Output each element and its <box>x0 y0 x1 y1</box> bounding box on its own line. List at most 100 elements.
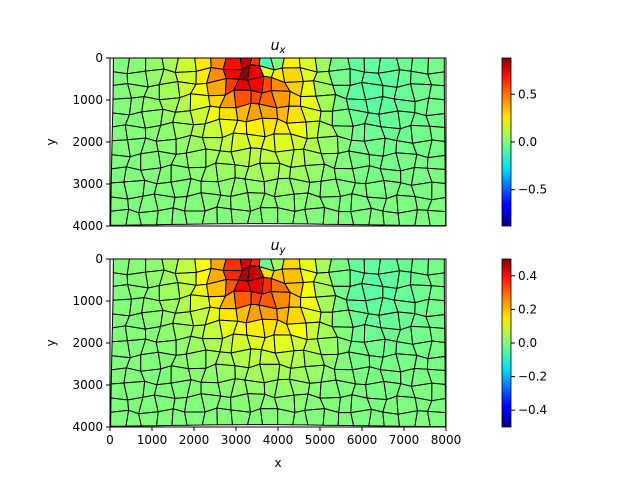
mesh-cell <box>281 58 301 69</box>
x-tick-label: 1000 <box>137 433 168 447</box>
mesh-cell <box>429 125 446 143</box>
x-tick-label: 3000 <box>221 433 252 447</box>
mesh-cell <box>244 379 266 395</box>
mesh-cell <box>363 259 382 275</box>
mesh-cell <box>428 84 445 101</box>
x-tick-label: 2000 <box>179 433 210 447</box>
colorbar-tick-label: 0.0 <box>518 135 537 149</box>
mesh-cell <box>368 408 385 427</box>
colorbar-tick-label: 0.0 <box>518 336 537 350</box>
mesh-cell <box>328 269 351 287</box>
mesh-cell <box>218 307 239 322</box>
mesh-cell <box>316 135 339 155</box>
mesh-cell <box>426 154 446 171</box>
mesh-cell <box>350 207 372 226</box>
mesh-cell <box>427 259 445 276</box>
mesh-cell <box>328 68 351 86</box>
colorbar-ticks-ux: 0.5 0.0 −0.5 <box>511 87 547 197</box>
mesh-cell <box>426 410 446 427</box>
mesh-cell <box>429 326 446 344</box>
mesh-cell <box>396 58 414 72</box>
colorbar-ticks-uy: 0.4 0.2 0.0 −0.2 −0.4 <box>511 269 547 417</box>
x-axis-label: x <box>274 456 281 470</box>
mesh-cell <box>350 323 366 343</box>
mesh-cell <box>426 209 446 226</box>
mesh-cell <box>365 380 388 401</box>
y-tick-label: 4000 <box>72 219 103 233</box>
mesh-cell <box>350 122 366 142</box>
mesh-cell <box>158 81 181 101</box>
mesh-cell <box>110 397 130 413</box>
mesh-cell <box>304 408 326 426</box>
panel-title-ux: ux <box>271 38 286 56</box>
mesh-cell <box>222 259 243 272</box>
mesh-cell <box>363 58 382 74</box>
mesh-cell <box>156 207 174 226</box>
mesh-cell <box>230 191 252 212</box>
mesh-cell <box>382 210 401 226</box>
y-axis-uy: 0 1000 2000 3000 4000 <box>72 252 110 434</box>
y-tick-label: 1000 <box>72 294 103 308</box>
mesh-cell <box>382 411 401 427</box>
mesh-cell <box>378 110 401 130</box>
mesh-cell <box>112 97 133 116</box>
colorbar-tick-label: 0.2 <box>518 302 537 316</box>
y-tick-label: 2000 <box>72 336 103 350</box>
mesh-cell <box>230 392 252 413</box>
mesh-cell <box>112 71 129 86</box>
mesh-cell <box>425 298 446 318</box>
mesh-cell <box>428 285 445 302</box>
y-axis-label-ux: y <box>44 138 58 145</box>
mesh-cell <box>222 58 243 71</box>
mesh-cell <box>378 311 401 331</box>
mesh-cell <box>158 282 181 302</box>
mesh-cell <box>244 178 266 194</box>
y-tick-label: 3000 <box>72 378 103 392</box>
mesh-cell <box>316 336 339 356</box>
mesh-cell <box>249 58 261 67</box>
colorbar-ux <box>501 57 512 227</box>
mesh-cell <box>218 106 239 121</box>
mesh-cell <box>138 411 159 427</box>
x-tick-label: 4000 <box>263 433 294 447</box>
colorbar-tick-label: −0.2 <box>518 370 547 384</box>
mesh-cell <box>396 259 414 273</box>
mesh-cell <box>156 408 174 427</box>
y-tick-label: 2000 <box>72 135 103 149</box>
mesh-cell <box>140 351 162 372</box>
mesh-cell <box>259 408 279 426</box>
x-axis-uy: 0 1000 2000 3000 4000 5000 6000 7000 8000 <box>106 427 461 447</box>
panel-ux: ux 0 1000 2000 3000 4000 y 0.5 0.0 −0.5 <box>44 38 547 233</box>
y-tick-label: 0 <box>95 51 103 65</box>
mesh-cell <box>140 150 162 171</box>
mesh-cell <box>174 259 197 275</box>
mesh-cell <box>431 382 446 402</box>
mesh-cell <box>138 210 159 226</box>
mesh-field-uy <box>110 259 446 427</box>
mesh-cell <box>350 408 372 427</box>
mesh-cell <box>216 206 234 225</box>
mesh-cell <box>426 355 446 372</box>
x-tick-label: 8000 <box>431 433 462 447</box>
mesh-cell <box>338 193 353 213</box>
mesh-cell <box>338 394 353 414</box>
colorbar-tick-label: −0.4 <box>518 403 547 417</box>
y-tick-label: 3000 <box>72 177 103 191</box>
colorbar-uy <box>501 258 512 428</box>
mesh-cell <box>368 207 385 226</box>
y-axis-label-uy: y <box>44 339 58 346</box>
y-tick-label: 1000 <box>72 93 103 107</box>
mesh-cell <box>365 179 388 200</box>
mesh-cell <box>112 272 129 287</box>
mesh-cell <box>249 259 261 268</box>
x-tick-label: 5000 <box>305 433 336 447</box>
colorbar-tick-label: 0.5 <box>518 87 537 101</box>
mesh-cell <box>216 407 234 426</box>
mesh-cell <box>304 207 326 225</box>
mesh-cell <box>110 196 130 212</box>
colorbar-tick-label: −0.5 <box>518 183 547 197</box>
mesh-cell <box>183 411 206 426</box>
mesh-cell <box>112 298 133 317</box>
mesh-cell <box>183 210 206 225</box>
